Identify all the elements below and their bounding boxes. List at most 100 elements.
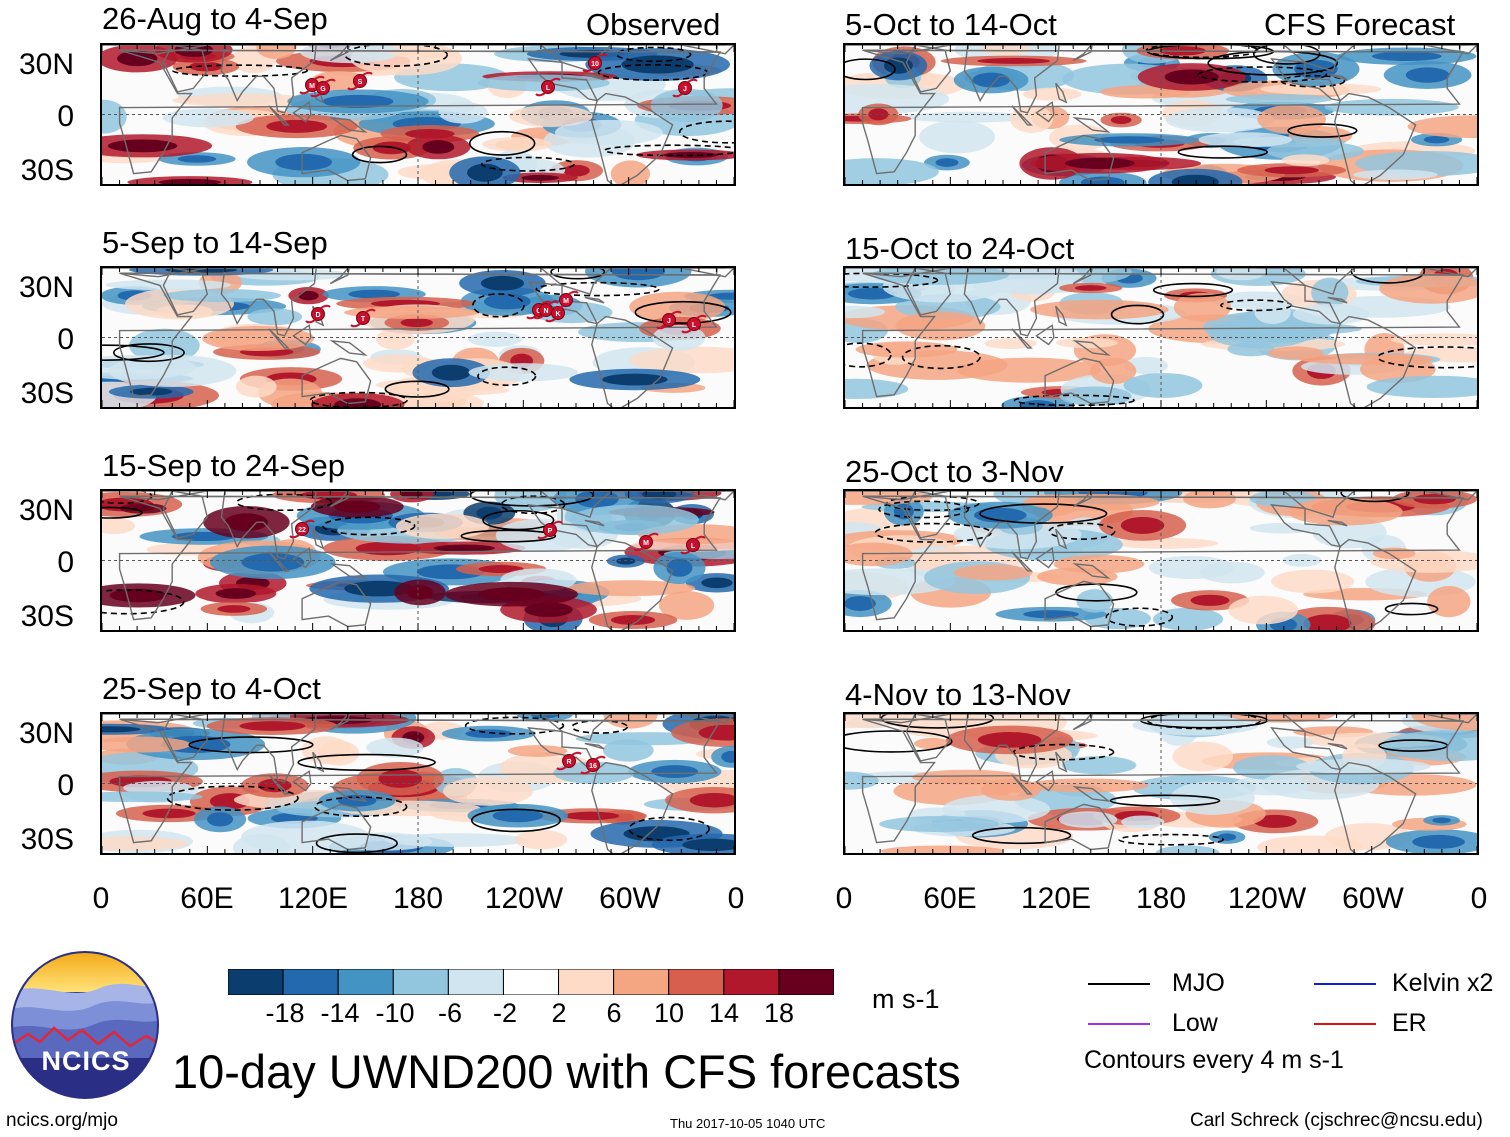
- colorbar-tick: -10: [375, 998, 415, 1028]
- colorbar-tick: 6: [606, 998, 622, 1028]
- panel-title-obs3: 15-Sep to 24-Sep: [102, 448, 346, 483]
- legend-er-label: ER: [1392, 1009, 1427, 1037]
- lon-label-60w: 60W: [1342, 882, 1404, 915]
- colorbar-tick: -2: [492, 998, 517, 1028]
- storm-marker: L: [681, 314, 707, 334]
- colorbar-tick: -18: [265, 998, 305, 1028]
- colorbar-swatch: [337, 969, 394, 995]
- lon-label-180: 180: [1135, 882, 1187, 915]
- storm-marker: T: [350, 308, 376, 328]
- wind-anomaly-shading: [102, 45, 734, 184]
- coastlines: [845, 268, 1477, 407]
- forecast-column-title: CFS Forecast: [1264, 7, 1456, 42]
- storm-marker: L: [535, 77, 561, 97]
- mjo-contours: [102, 268, 732, 407]
- panel-title-obs2: 5-Sep to 14-Sep: [102, 225, 328, 260]
- storm-marker: 16: [580, 755, 606, 775]
- map-panel-fc1: [843, 43, 1479, 186]
- lon-label-60w: 60W: [599, 882, 661, 915]
- coastlines: [102, 268, 734, 407]
- storm-marker: J: [672, 78, 698, 98]
- lon-label-120e: 120E: [1020, 882, 1092, 915]
- colorbar-swatch: [228, 969, 284, 995]
- lon-label-0: 0: [835, 882, 853, 915]
- observed-column-title: Observed: [586, 7, 721, 42]
- svg-text:10: 10: [591, 61, 599, 68]
- lat-label-30s: 30S: [20, 600, 74, 633]
- legend-low-line: [1088, 1023, 1150, 1025]
- svg-text:M: M: [563, 298, 569, 305]
- panel-title-fc1: 5-Oct to 14-Oct: [845, 7, 1057, 42]
- footer-url[interactable]: ncics.org/mjo: [6, 1110, 118, 1131]
- legend-mjo-line: [1088, 983, 1150, 985]
- map-panel-fc4: [843, 712, 1479, 855]
- colorbar-tick: 2: [551, 998, 567, 1028]
- lon-label-180: 180: [392, 882, 444, 915]
- svg-text:16: 16: [589, 763, 597, 770]
- lon-label-120e: 120E: [277, 882, 349, 915]
- svg-text:G: G: [320, 86, 326, 93]
- storm-marker: S: [347, 71, 373, 91]
- svg-text:S: S: [358, 79, 363, 86]
- lon-label-0: 0: [92, 882, 110, 915]
- colorbar: [228, 969, 834, 995]
- svg-text:M: M: [309, 83, 315, 90]
- svg-text:M: M: [643, 540, 649, 547]
- coastlines: [845, 491, 1477, 630]
- legend-low-label: Low: [1172, 1009, 1218, 1037]
- lon-label-60e: 60E: [923, 882, 977, 915]
- colorbar-tick: 18: [763, 998, 795, 1028]
- colorbar-units: m s-1: [872, 984, 940, 1014]
- footer-timestamp: Thu 2017-10-05 1040 UTC: [670, 1116, 826, 1131]
- storm-marker: J: [656, 310, 682, 330]
- lat-label-eq: 0: [57, 546, 74, 579]
- lat-label-eq: 0: [57, 100, 74, 133]
- lat-label-30n: 30N: [18, 717, 74, 750]
- ncics-logo: [11, 951, 159, 1099]
- colorbar-swatch: [668, 969, 725, 995]
- svg-text:L: L: [546, 85, 551, 92]
- panel-title-obs1: 26-Aug to 4-Sep: [102, 1, 328, 36]
- lat-label-30n: 30N: [18, 48, 74, 81]
- svg-text:D: D: [315, 312, 320, 319]
- coastlines: [845, 714, 1477, 853]
- storm-marker: R: [556, 751, 582, 771]
- svg-text:K: K: [555, 311, 560, 318]
- wind-anomaly-shading: [845, 45, 1477, 184]
- svg-text:N: N: [543, 308, 548, 315]
- legend-mjo-label: MJO: [1172, 969, 1225, 997]
- svg-text:L: L: [692, 322, 697, 329]
- panel-title-fc3: 25-Oct to 3-Nov: [845, 454, 1064, 489]
- storm-marker: L: [680, 535, 706, 555]
- colorbar-swatch: [447, 969, 504, 995]
- colorbar-tick: 10: [653, 998, 685, 1028]
- lon-label-120w: 120W: [484, 882, 564, 915]
- mjo-contours: [102, 491, 594, 615]
- storm-marker: N: [533, 300, 559, 320]
- legend-contours-note: Contours every 4 m s-1: [1084, 1046, 1344, 1074]
- lat-label-30s: 30S: [20, 154, 74, 187]
- colorbar-tick: -6: [437, 998, 462, 1028]
- legend-kelvin-line: [1314, 983, 1376, 985]
- main-title: 10-day UWND200 with CFS forecasts: [172, 1045, 961, 1098]
- svg-text:22: 22: [298, 527, 306, 534]
- map-panel-obs4: R 16: [100, 712, 736, 855]
- svg-text:L: L: [691, 543, 696, 550]
- storm-marker: M: [633, 532, 659, 552]
- coastlines: [102, 714, 734, 853]
- legend-kelvin-label: Kelvin x2: [1392, 969, 1494, 997]
- footer-author: Carl Schreck (cjschrec@ncsu.edu): [1190, 1110, 1483, 1131]
- storm-marker: M: [299, 75, 325, 95]
- colorbar-swatch: [723, 969, 780, 995]
- storm-marker: D: [305, 304, 331, 324]
- colorbar-tick: -14: [320, 998, 360, 1028]
- storm-marker: M: [553, 290, 579, 310]
- colorbar-swatch: [392, 969, 449, 995]
- lat-label-30s: 30S: [20, 823, 74, 856]
- lat-label-30n: 30N: [18, 271, 74, 304]
- legend-er-line: [1314, 1023, 1376, 1025]
- svg-text:R: R: [566, 759, 571, 766]
- coastlines: [845, 45, 1477, 184]
- colorbar-swatch: [778, 969, 834, 995]
